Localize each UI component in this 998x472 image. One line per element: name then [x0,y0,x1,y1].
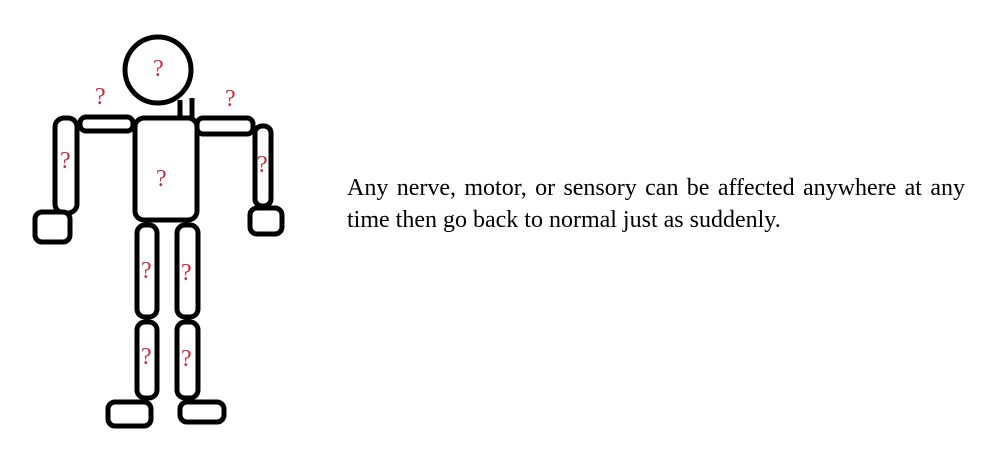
right-hand [247,205,285,237]
left-shoulder [77,114,136,134]
question-mark-right-shin: ? [181,346,192,372]
torso [132,115,200,223]
question-mark-right-thigh: ? [181,260,192,286]
left-foot [105,399,154,429]
right-shoulder [194,115,256,137]
question-mark-right-forearm: ? [257,152,268,178]
question-mark-left-shin: ? [141,344,152,370]
right-foot [177,399,227,425]
question-mark-left-thigh: ? [141,258,152,284]
diagram-caption: Any nerve, motor, or sensory can be affe… [347,175,965,233]
left-hand [32,209,73,245]
question-mark-left-shoulder: ? [95,84,106,110]
left-shin [134,319,160,401]
question-mark-head: ? [153,56,164,82]
right-thigh [174,222,201,320]
right-shin [174,319,201,401]
left-thigh [134,222,160,320]
question-mark-torso: ? [156,166,167,192]
question-mark-right-shoulder: ? [225,86,236,112]
question-mark-left-forearm: ? [60,148,71,174]
head [122,34,194,106]
